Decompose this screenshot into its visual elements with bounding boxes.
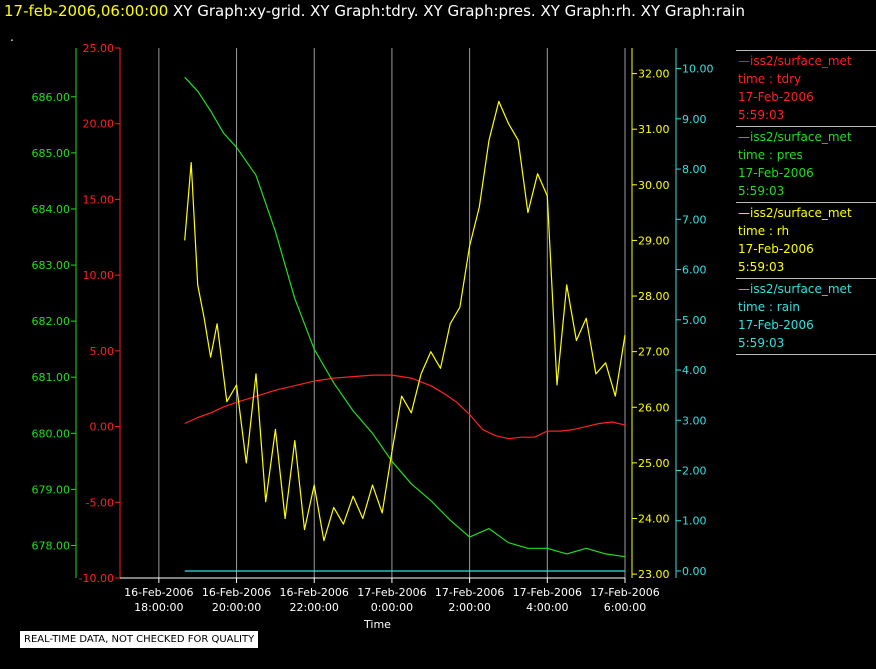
pres-axis-tick-label: 681.00 [32,371,71,384]
x-tick-label-time: 20:00:00 [212,601,261,614]
rain-axis-tick-label: 8.00 [682,163,707,176]
legend-date: 17-Feb-2006 [738,318,814,332]
pres-axis-tick-label: 678.00 [32,539,71,552]
graph-title: 17-feb-2006,06:00:00 XY Graph:xy-grid. X… [4,2,745,20]
rain-axis-tick-label: 9.00 [682,113,707,126]
legend-entry-pres[interactable]: —iss2/surface_met time : pres 17-Feb-200… [736,126,876,202]
rain-axis-tick-label: 4.00 [682,364,707,377]
x-tick-label-date: 16-Feb-2006 [280,586,349,599]
x-axis-label: Time [363,618,391,631]
legend-date: 17-Feb-2006 [738,90,814,104]
legend-variable: time : tdry [738,72,802,86]
x-tick-label-date: 17-Feb-2006 [513,586,582,599]
legend-variable: time : rh [738,224,790,238]
tdry-axis-tick-label: -10.00 [79,572,114,585]
tdry-axis-tick-label: 25.00 [83,42,115,55]
tdry-axis-tick-label: 20.00 [83,118,115,131]
x-tick-label-time: 6:00:00 [604,601,646,614]
pres-axis-tick-label: 683.00 [32,259,71,272]
pres-axis-tick-label: 686.00 [32,91,71,104]
x-tick-label-date: 16-Feb-2006 [202,586,271,599]
legend-time: 5:59:03 [738,108,785,122]
rh-axis-tick-label: 32.00 [638,68,670,81]
pres-series-line [184,76,626,558]
x-tick-label-time: 4:00:00 [526,601,568,614]
tdry-series-line [184,374,626,440]
pres-axis-tick-label: 685.00 [32,147,71,160]
rh-axis-tick-label: 25.00 [638,457,670,470]
rain-axis-tick-label: 0.00 [682,565,707,578]
legend-date: 17-Feb-2006 [738,242,814,256]
legend-time: 5:59:03 [738,184,785,198]
title-graph-list: XY Graph:xy-grid. XY Graph:tdry. XY Grap… [168,2,745,20]
rain-axis-tick-label: 7.00 [682,213,707,226]
legend-time: 5:59:03 [738,336,785,350]
rh-axis-tick-label: 24.00 [638,512,670,525]
legend-entry-rain[interactable]: —iss2/surface_met time : rain 17-Feb-200… [736,278,876,355]
x-tick-label-time: 0:00:00 [371,601,413,614]
pres-axis-tick-label: 679.00 [32,483,71,496]
pres-axis-tick-label: 682.00 [32,315,71,328]
x-tick-label-date: 17-Feb-2006 [590,586,659,599]
legend-time: 5:59:03 [738,260,785,274]
rh-axis-tick-label: 29.00 [638,234,670,247]
legend-source: iss2/surface_met [750,54,852,68]
quality-disclaimer: REAL-TIME DATA, NOT CHECKED FOR QUALITY [20,631,259,648]
x-tick-label-date: 16-Feb-2006 [124,586,193,599]
status-dot: . [10,30,14,44]
legend-variable: time : rain [738,300,801,314]
grid-layer [158,48,626,578]
legend-entry-rh[interactable]: —iss2/surface_met time : rh 17-Feb-2006 … [736,202,876,278]
axes-layer: -10.00 -5.00 0.00 5.00 10.00 15.00 20.00 25.00 6… [32,42,714,585]
x-tick-label-date: 17-Feb-2006 [357,586,426,599]
legend-source: iss2/surface_met [750,282,852,296]
x-tick-label-date: 17-Feb-2006 [435,586,504,599]
tdry-axis-tick-label: 15.00 [83,193,115,206]
legend: —iss2/surface_met time : tdry 17-Feb-200… [736,50,876,355]
legend-date: 17-Feb-2006 [738,166,814,180]
rain-axis-tick-label: 1.00 [682,515,707,528]
tdry-axis-tick-label: 10.00 [83,269,115,282]
tdry-axis-tick-label: 5.00 [90,345,115,358]
legend-entry-tdry[interactable]: —iss2/surface_met time : tdry 17-Feb-200… [736,50,876,126]
rh-series-line [184,100,626,542]
pres-axis-tick-label: 684.00 [32,203,71,216]
x-axis-layer: 16-Feb-2006 18:00:00 16-Feb-2006 20:00:00 16… [120,577,660,631]
rain-axis-tick-label: 2.00 [682,464,707,477]
rain-axis-tick-label: 6.00 [682,264,707,277]
rh-axis-tick-label: 26.00 [638,401,670,414]
tdry-axis-tick-label: 0.00 [90,421,115,434]
x-tick-label-time: 22:00:00 [290,601,339,614]
x-tick-label-time: 18:00:00 [134,601,183,614]
legend-source: iss2/surface_met [750,130,852,144]
legend-source: iss2/surface_met [750,206,852,220]
legend-variable: time : pres [738,148,803,162]
rh-axis-tick-label: 27.00 [638,346,670,359]
series-layer [184,76,626,572]
rain-axis-tick-label: 10.00 [682,63,714,76]
rh-axis-tick-label: 28.00 [638,290,670,303]
pres-axis-tick-label: 680.00 [32,427,71,440]
tdry-axis-tick-label: -5.00 [86,496,114,509]
title-timestamp: 17-feb-2006,06:00:00 [4,2,169,20]
rain-axis-tick-label: 3.00 [682,414,707,427]
rh-axis-tick-label: 23.00 [638,568,670,581]
rain-axis-tick-label: 5.00 [682,314,707,327]
rh-axis-tick-label: 31.00 [638,123,670,136]
x-tick-label-time: 2:00:00 [448,601,490,614]
rh-axis-tick-label: 30.00 [638,179,670,192]
